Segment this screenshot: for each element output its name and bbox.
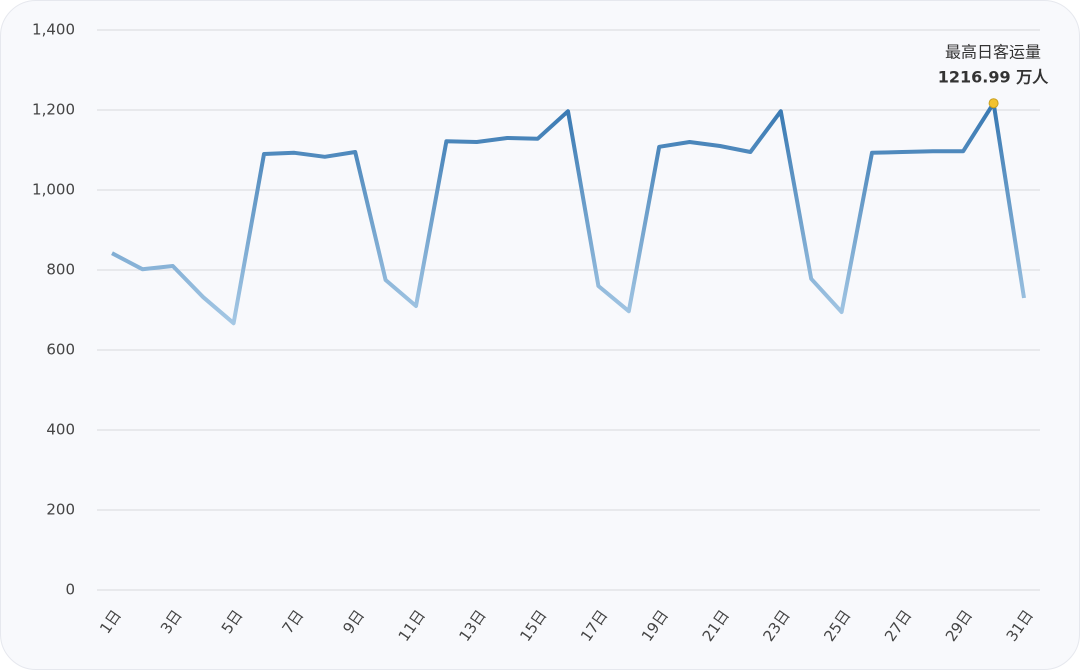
x-tick-label: 11日 [395, 607, 429, 645]
annotation-label: 1216.99 万人 [938, 68, 1049, 87]
y-tick-label: 200 [46, 501, 75, 519]
y-tick-label: 600 [46, 341, 75, 359]
x-tick-label: 25日 [820, 607, 854, 645]
x-tick-label: 23日 [759, 607, 793, 645]
x-tick-label: 15日 [516, 607, 550, 645]
y-tick-label: 1,400 [32, 21, 75, 39]
x-tick-label: 13日 [455, 607, 489, 645]
y-tick-label: 800 [46, 261, 75, 279]
x-tick-label: 3日 [157, 607, 186, 637]
x-tick-label: 27日 [881, 607, 915, 645]
x-tick-label: 17日 [577, 607, 611, 645]
y-tick-label: 1,000 [32, 181, 75, 199]
line [111, 101, 1026, 326]
y-tick-label: 400 [46, 421, 75, 439]
highlight-point [988, 98, 999, 109]
x-tick-label: 31日 [1003, 607, 1037, 645]
annotation-title: 最高日客运量 [945, 43, 1041, 62]
x-tick-label: 9日 [339, 607, 368, 637]
x-tick-label: 19日 [638, 607, 672, 645]
y-tick-label: 0 [65, 581, 75, 599]
y-tick-label: 1,200 [32, 101, 75, 119]
x-tick-label: 29日 [942, 607, 976, 645]
x-tick-label: 7日 [279, 607, 308, 637]
x-tick-label: 1日 [96, 607, 125, 637]
x-tick-label: 5日 [218, 607, 247, 637]
x-tick-label: 21日 [699, 607, 733, 645]
